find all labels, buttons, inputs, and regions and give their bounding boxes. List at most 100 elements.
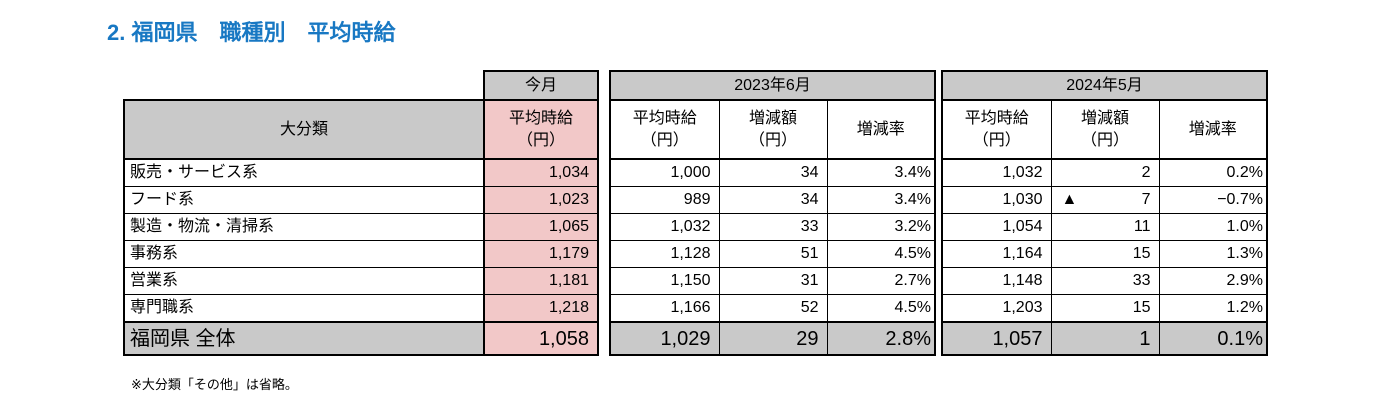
wage-cell: 1,032 [609,213,720,241]
category-column-header: 大分類 [123,99,485,160]
rate-cell: 2.9% [1158,267,1268,295]
change-value: 11 [1133,218,1151,236]
period-2023-group-header: 2023年6月 [609,70,936,101]
change-cell: 33 [718,213,828,241]
change-cell: 15 [1050,240,1160,268]
rate-subheader: 増減率 [1158,99,1268,160]
total-category-cell: 福岡県 全体 [123,321,485,356]
rate-cell: 4.5% [826,294,936,323]
table-row: 販売・サービス系 1,034 [123,158,599,187]
rate-cell: 1.3% [1158,240,1268,268]
rate-cell: 2.7% [826,267,936,295]
footnote: ※大分類「その他」は省略。 [131,377,298,392]
change-cell: 34 [718,186,828,214]
table-row: 1,148 33 2.9% [941,267,1268,295]
negative-triangle-icon: ▲ [1061,191,1078,209]
table-row: 1,166 52 4.5% [609,294,936,323]
total-change-cell: 29 [718,321,828,356]
change-value: 15 [1132,245,1151,263]
total-current-wage-cell: 1,058 [483,321,599,356]
table-row: 1,128 51 4.5% [609,240,936,268]
change-value: 15 [1132,299,1151,317]
change-subheader: 増減額 （円） [1050,99,1160,160]
rate-cell: 3.4% [826,158,936,187]
table-row: 989 34 3.4% [609,186,936,214]
wage-cell: 1,164 [941,240,1052,268]
wage-cell: 1,030 [941,186,1052,214]
wage-cell: 1,148 [941,267,1052,295]
rate-cell: 1.2% [1158,294,1268,323]
wage-cell: 1,166 [609,294,720,323]
total-rate-cell: 2.8% [826,321,936,356]
change-value: 33 [1132,272,1151,290]
rate-subheader: 増減率 [826,99,936,160]
total-row: 福岡県 全体 1,058 [123,321,599,356]
table-row: 1,000 34 3.4% [609,158,936,187]
change-subheader: 増減額 （円） [718,99,828,160]
table-row: 専門職系 1,218 [123,294,599,323]
category-cell: 事務系 [123,240,485,268]
wage-subheader: 平均時給 （円） [941,99,1052,160]
wage-cell: 989 [609,186,720,214]
total-change-cell: 1 [1050,321,1160,356]
table-row: 1,164 15 1.3% [941,240,1268,268]
change-cell: 33 [1050,267,1160,295]
table-row: 1,032 2 0.2% [941,158,1268,187]
rate-cell: 3.2% [826,213,936,241]
change-cell: 2 [1050,158,1160,187]
current-wage-cell: 1,034 [483,158,599,187]
wage-cell: 1,000 [609,158,720,187]
period-2023-table: 2023年6月 平均時給 （円） 増減額 （円） 増減率 1,000 34 3.… [609,70,936,356]
rate-cell: 1.0% [1158,213,1268,241]
change-cell: 31 [718,267,828,295]
total-row: 1,057 1 0.1% [941,321,1268,356]
table-row: 1,203 15 1.2% [941,294,1268,323]
rate-cell: −0.7% [1158,186,1268,214]
table-row: 事務系 1,179 [123,240,599,268]
change-cell: 52 [718,294,828,323]
current-wage-cell: 1,023 [483,186,599,214]
change-cell: 34 [718,158,828,187]
category-cell: 製造・物流・清掃系 [123,213,485,241]
page-title: 2. 福岡県 職種別 平均時給 [107,20,396,45]
change-cell: 15 [1050,294,1160,323]
category-cell: 専門職系 [123,294,485,323]
wage-cell: 1,032 [941,158,1052,187]
change-cell: 11 [1050,213,1160,241]
category-cell: 営業系 [123,267,485,295]
table-row: 1,030 ▲ 7 −0.7% [941,186,1268,214]
rate-cell: 4.5% [826,240,936,268]
period-2024-group-header: 2024年5月 [941,70,1268,101]
wage-cell: 1,054 [941,213,1052,241]
category-current-table: 今月 大分類 平均時給 （円） 販売・サービス系 1,034 フード系 1,02… [123,70,599,356]
current-wage-cell: 1,179 [483,240,599,268]
period-2024-table: 2024年5月 平均時給 （円） 増減額 （円） 増減率 1,032 2 0.2… [941,70,1268,356]
wage-tables: 今月 大分類 平均時給 （円） 販売・サービス系 1,034 フード系 1,02… [123,70,1268,356]
change-cell: 51 [718,240,828,268]
current-wage-cell: 1,065 [483,213,599,241]
rate-cell: 0.2% [1158,158,1268,187]
rate-cell: 3.4% [826,186,936,214]
change-value: 7 [1141,191,1151,209]
table-row: 製造・物流・清掃系 1,065 [123,213,599,241]
current-month-group-header: 今月 [483,70,599,101]
change-cell: ▲ 7 [1050,186,1160,214]
current-wage-subheader: 平均時給 （円） [483,99,599,160]
change-value: 2 [1141,164,1151,182]
wage-cell: 1,150 [609,267,720,295]
current-wage-cell: 1,218 [483,294,599,323]
wage-cell: 1,128 [609,240,720,268]
blank-corner [124,71,484,100]
category-cell: フード系 [123,186,485,214]
total-rate-cell: 0.1% [1158,321,1268,356]
wage-cell: 1,203 [941,294,1052,323]
table-row: 1,150 31 2.7% [609,267,936,295]
table-row: 1,054 11 1.0% [941,213,1268,241]
total-wage-cell: 1,029 [609,321,720,356]
current-wage-cell: 1,181 [483,267,599,295]
category-cell: 販売・サービス系 [123,158,485,187]
total-wage-cell: 1,057 [941,321,1052,356]
table-row: 営業系 1,181 [123,267,599,295]
total-row: 1,029 29 2.8% [609,321,936,356]
wage-subheader: 平均時給 （円） [609,99,720,160]
